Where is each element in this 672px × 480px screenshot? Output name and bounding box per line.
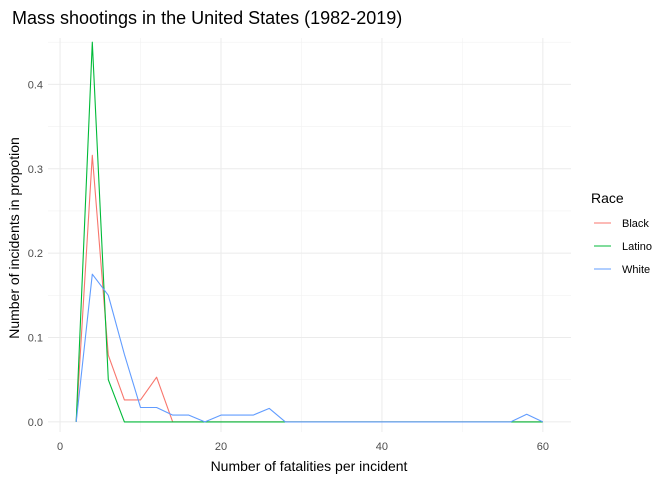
legend-title: Race	[591, 190, 624, 206]
series-layer	[75, 41, 544, 423]
legend-label: Black	[622, 218, 649, 230]
y-axis-ticks: 0.0 0.1 0.2 0.3 0.4	[28, 79, 43, 428]
y-tick-label: 0.1	[28, 333, 43, 345]
series-line-latino	[75, 41, 543, 423]
x-tick-label: 20	[215, 441, 227, 453]
y-tick-label: 0.4	[28, 79, 43, 91]
chart-title: Mass shootings in the United States (198…	[12, 8, 402, 28]
x-tick-label: 60	[537, 441, 549, 453]
legend-label: White	[622, 264, 650, 276]
x-axis-title: Number of fatalities per incident	[211, 458, 408, 474]
legend-item-white: White	[594, 264, 650, 276]
y-tick-label: 0.2	[28, 248, 43, 260]
x-tick-label: 0	[57, 441, 63, 453]
y-axis-title: Number of incidents in propotion	[6, 137, 22, 339]
legend-item-black: Black	[594, 218, 649, 230]
legend: Race Black Latino White	[591, 190, 652, 276]
legend-item-latino: Latino	[594, 241, 652, 253]
y-tick-label: 0.0	[28, 417, 43, 429]
x-tick-label: 40	[376, 441, 388, 453]
series-line-white	[75, 273, 544, 423]
legend-label: Latino	[622, 241, 652, 253]
grid	[48, 38, 571, 432]
x-axis-ticks: 0 20 40 60	[57, 441, 549, 453]
y-tick-label: 0.3	[28, 164, 43, 176]
series-line-black	[75, 154, 543, 423]
